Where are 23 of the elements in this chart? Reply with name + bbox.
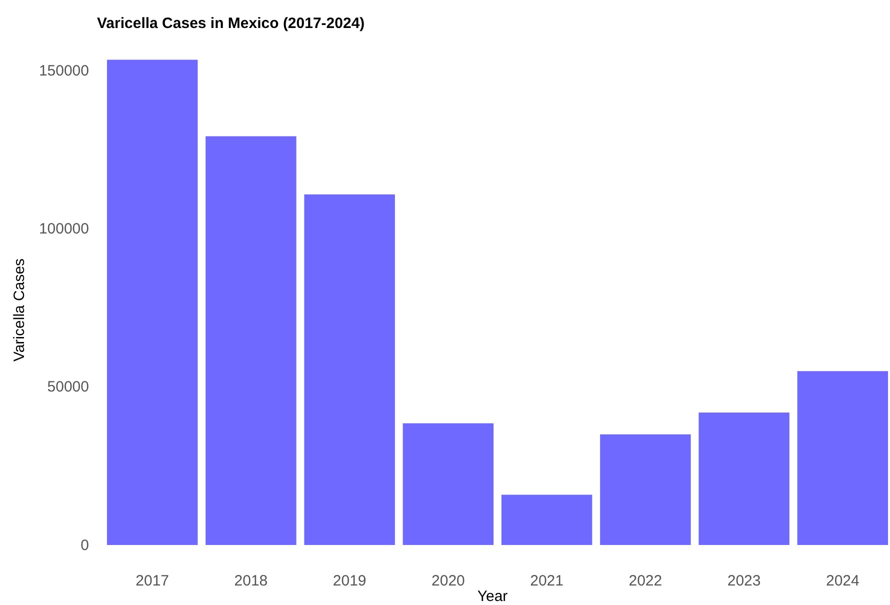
chart-title: Varicella Cases in Mexico (2017-2024) (97, 15, 365, 32)
bar (206, 136, 296, 545)
y-tick-label: 100000 (38, 220, 89, 238)
bar (797, 371, 888, 545)
x-tick-label: 2024 (826, 572, 860, 590)
y-tick-label: 50000 (47, 378, 89, 396)
x-tick-label: 2020 (432, 572, 465, 590)
x-tick-label: 2017 (136, 572, 170, 590)
x-tick-label: 2021 (530, 572, 564, 590)
x-tick-label: 2019 (332, 572, 366, 590)
y-axis-title: Varicella Cases (11, 258, 28, 362)
bar (304, 194, 395, 545)
y-tick-label: 150000 (38, 62, 89, 80)
bar (600, 434, 691, 545)
x-tick-label: 2018 (234, 572, 268, 590)
y-tick-label: 0 (80, 536, 89, 554)
bar (106, 60, 198, 545)
x-axis-title: Year (477, 588, 508, 605)
bar (501, 494, 592, 545)
bar (402, 423, 494, 545)
bar (698, 412, 790, 545)
x-tick-label: 2023 (727, 572, 761, 590)
x-tick-label: 2022 (628, 572, 662, 590)
